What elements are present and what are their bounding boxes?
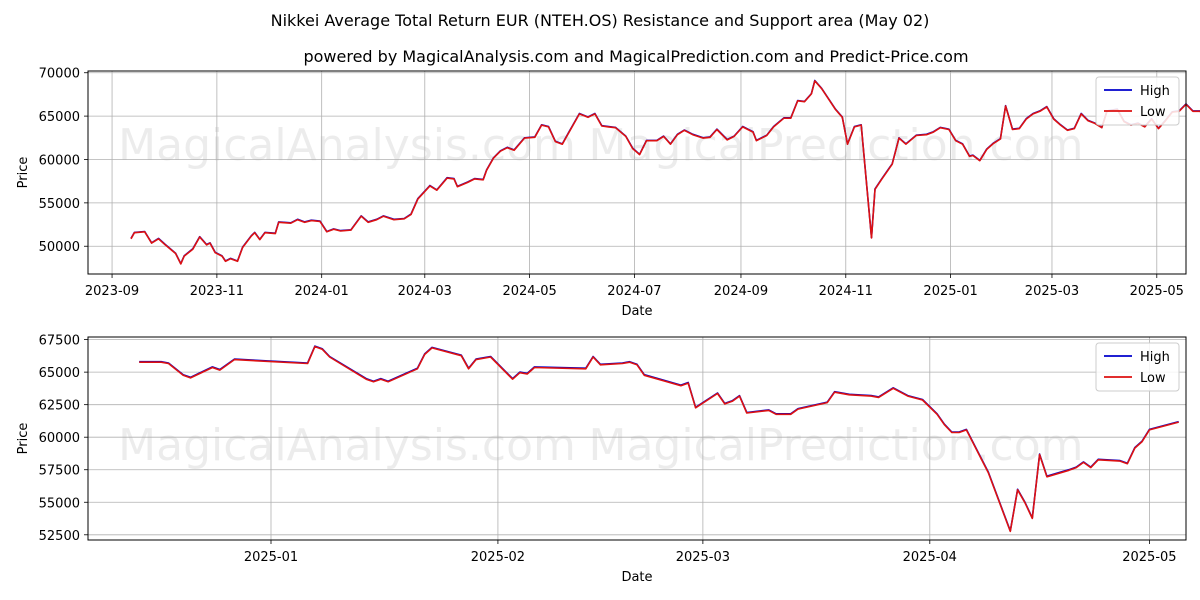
x-tick-label: 2024-01 — [295, 284, 349, 299]
watermark-text: MagicalPrediction.com — [589, 120, 1084, 171]
watermark-text: MagicalAnalysis.com — [118, 120, 576, 171]
series-line-low — [139, 345, 1179, 533]
y-tick-label: 62500 — [39, 399, 80, 414]
watermark-text: MagicalAnalysis.com — [118, 420, 576, 471]
plot-frame — [87, 336, 1187, 541]
watermark-text: MagicalPrediction.com — [589, 420, 1084, 471]
y-axis-label: Price — [16, 157, 31, 189]
x-axis-label: Date — [621, 304, 652, 319]
x-tick-label: 2025-05 — [1122, 550, 1176, 565]
x-tick-label: 2025-05 — [1130, 284, 1184, 299]
y-tick-label: 65000 — [39, 366, 80, 381]
x-tick-label: 2025-03 — [676, 550, 730, 565]
x-tick-label: 2025-03 — [1025, 284, 1079, 299]
x-tick-label: 2024-05 — [502, 284, 556, 299]
legend-label-low: Low — [1140, 105, 1166, 120]
legend-label-high: High — [1140, 350, 1170, 365]
y-tick-label: 65000 — [39, 110, 80, 125]
x-tick-label: 2025-02 — [471, 550, 525, 565]
x-tick-label: 2024-11 — [819, 284, 873, 299]
x-tick-label: 2025-01 — [244, 550, 298, 565]
chart-title: Nikkei Average Total Return EUR (NTEH.OS… — [271, 11, 930, 30]
legend-box — [1095, 342, 1180, 392]
y-tick-label: 60000 — [39, 431, 80, 446]
y-tick-label: 55000 — [39, 197, 80, 212]
x-tick-label: 2024-07 — [607, 284, 661, 299]
y-tick-label: 52500 — [39, 529, 80, 544]
legend-label-high: High — [1140, 84, 1170, 99]
x-tick-label: 2025-04 — [903, 550, 957, 565]
x-tick-label: 2024-09 — [714, 284, 768, 299]
chart-subtitle: powered by MagicalAnalysis.com and Magic… — [303, 47, 968, 66]
y-tick-label: 70000 — [39, 67, 80, 82]
y-tick-label: 67500 — [39, 334, 80, 349]
legend-label-low: Low — [1140, 371, 1166, 386]
bottom-chart-panel: MagicalAnalysis.com MagicalPrediction.com… — [16, 334, 1187, 585]
plot-frame — [87, 70, 1187, 275]
x-tick-label: 2025-01 — [923, 284, 977, 299]
series-line-high — [130, 79, 1200, 265]
y-axis-label: Price — [16, 423, 31, 455]
x-tick-label: 2023-09 — [85, 284, 139, 299]
x-tick-label: 2024-03 — [398, 284, 452, 299]
y-tick-label: 55000 — [39, 496, 80, 511]
x-tick-label: 2023-11 — [190, 284, 244, 299]
y-tick-label: 57500 — [39, 464, 80, 479]
x-axis-label: Date — [621, 570, 652, 585]
y-tick-label: 60000 — [39, 153, 80, 168]
series-line-low — [130, 80, 1200, 265]
legend-box — [1095, 76, 1180, 126]
y-tick-label: 50000 — [39, 240, 80, 255]
top-chart-panel: MagicalAnalysis.com MagicalPrediction.com… — [16, 67, 1200, 319]
